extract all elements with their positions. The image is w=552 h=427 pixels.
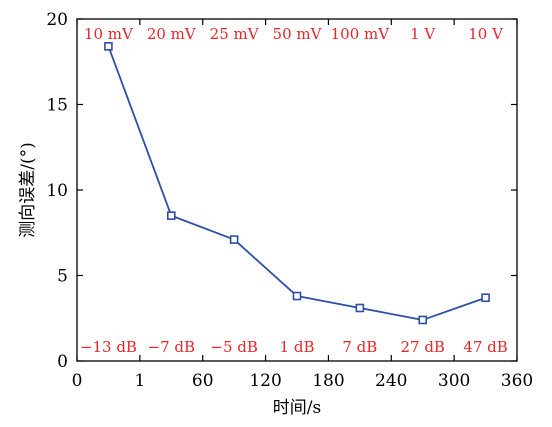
x-tick-label: 60 bbox=[192, 371, 214, 391]
y-axis-label: 测向误差/(°) bbox=[18, 142, 38, 238]
x-tick-label: 300 bbox=[438, 371, 470, 391]
y-axis-ticks: 0 5 10 15 20 bbox=[46, 10, 517, 372]
data-point bbox=[104, 42, 113, 51]
top-annotations: 10 mV 20 mV 25 mV 50 mV 100 mV 1 V 10 V bbox=[84, 25, 504, 43]
top-annotation: 20 mV bbox=[147, 25, 197, 43]
data-point bbox=[229, 235, 239, 244]
bottom-annotations: −13 dB −7 dB −5 dB 1 dB 7 dB 27 dB 47 dB bbox=[80, 338, 508, 356]
data-point bbox=[481, 293, 490, 303]
x-tick-label: 240 bbox=[375, 371, 407, 391]
series-line bbox=[107, 46, 486, 321]
y-tick-label: 15 bbox=[46, 96, 68, 116]
bottom-annotation: −5 dB bbox=[210, 338, 258, 356]
y-tick-label: 20 bbox=[46, 10, 68, 30]
x-axis-ticks: 0 1 60 120 180 240 300 360 bbox=[72, 19, 533, 391]
series-layer bbox=[104, 42, 490, 325]
top-annotation: 1 V bbox=[410, 25, 436, 43]
y-tick-label: 0 bbox=[57, 352, 68, 372]
x-tick-label: 0 bbox=[72, 371, 83, 391]
data-point bbox=[418, 315, 428, 325]
y-tick-label: 5 bbox=[57, 267, 68, 287]
x-tick-label: 180 bbox=[312, 371, 344, 391]
data-point bbox=[292, 291, 302, 301]
data-point bbox=[166, 211, 176, 220]
x-tick-label: 1 bbox=[134, 371, 145, 391]
x-tick-label: 120 bbox=[249, 371, 281, 391]
y-tick-label: 10 bbox=[46, 181, 68, 201]
bottom-annotation: −13 dB bbox=[80, 338, 137, 356]
top-annotation: 10 mV bbox=[84, 25, 134, 43]
bottom-annotation: 27 dB bbox=[400, 338, 444, 356]
top-annotation: 25 mV bbox=[210, 25, 260, 43]
bottom-annotation: −7 dB bbox=[148, 338, 196, 356]
bottom-annotation: 47 dB bbox=[463, 338, 507, 356]
bottom-annotation: 7 dB bbox=[342, 338, 377, 356]
x-tick-label: 360 bbox=[501, 371, 533, 391]
top-annotation: 100 mV bbox=[331, 25, 391, 43]
top-annotation: 50 mV bbox=[273, 25, 323, 43]
data-point bbox=[355, 303, 365, 313]
top-annotation: 10 V bbox=[468, 25, 504, 43]
bottom-annotation: 1 dB bbox=[280, 338, 315, 356]
x-axis-label: 时间/s bbox=[273, 398, 321, 418]
